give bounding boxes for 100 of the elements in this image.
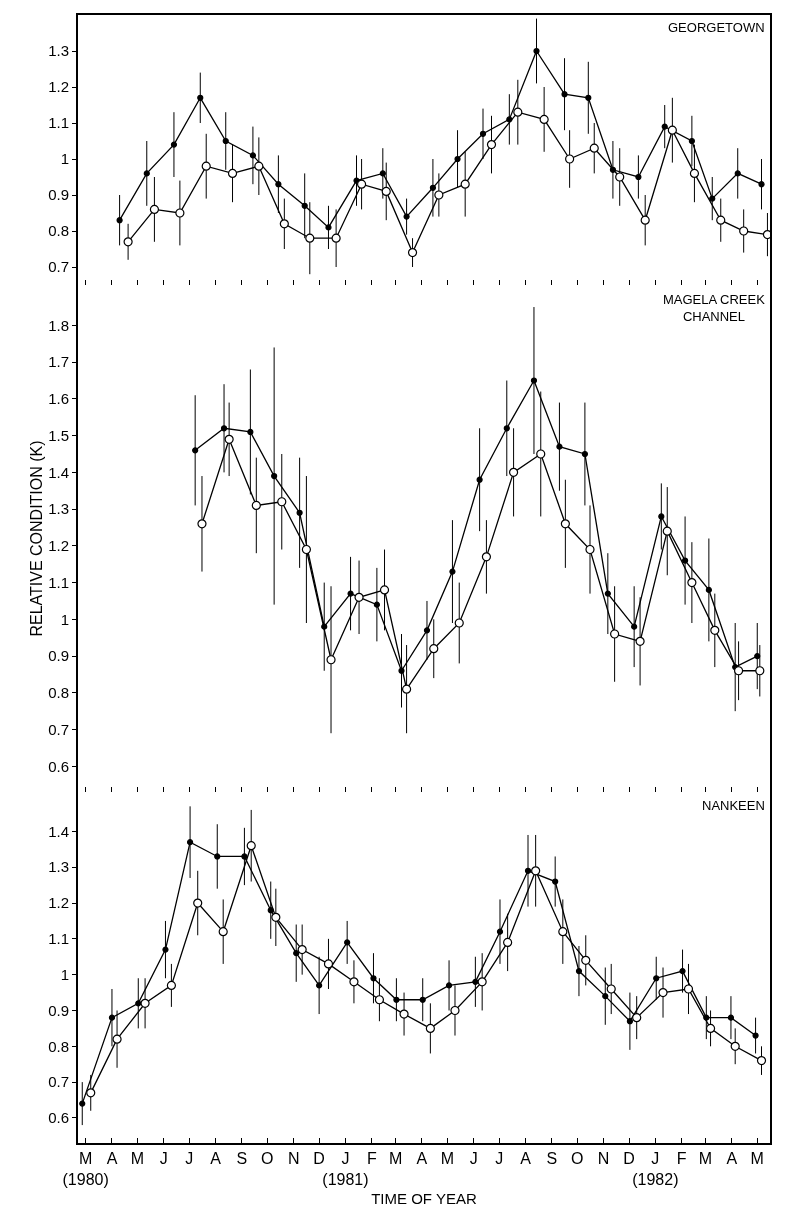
point [626,1018,633,1025]
point [249,152,257,159]
point [454,155,461,163]
y-tick-label: 0.7 [48,720,69,738]
point [533,47,540,55]
point [552,878,559,885]
point [246,841,256,851]
y-tick-label: 1.4 [48,463,69,481]
x-tick-label: J [159,1150,168,1168]
point [407,248,418,258]
point [247,428,254,436]
point [325,224,332,231]
y-tick-label: 1 [60,965,69,983]
y-tick-label: 1.1 [48,114,69,132]
y-tick-label: 1 [60,150,69,168]
point [481,552,492,562]
point [399,1009,409,1019]
point [254,161,264,171]
point [558,927,568,937]
point [220,425,228,432]
point [356,179,367,189]
point [222,137,229,145]
point [241,853,248,860]
x-tick-label: M [440,1150,455,1168]
point [635,636,645,646]
point [730,1041,740,1051]
point [140,998,150,1008]
point [197,519,207,529]
point [496,928,504,935]
point [271,912,281,922]
point [635,173,642,181]
point [681,557,689,564]
point [86,1088,96,1098]
point [539,114,549,124]
point [756,1056,767,1066]
point [279,219,289,229]
point [524,867,532,874]
point [513,107,523,117]
point [218,927,228,937]
point [683,984,694,994]
point [477,977,487,987]
point [275,181,282,188]
point [373,601,380,608]
y-tick-label: 1 [60,610,69,628]
point [425,1023,435,1033]
x-axis-title: TIME OF YEAR [371,1189,477,1207]
point [658,987,668,998]
x-tick-label: M [388,1150,403,1168]
text: NANKEEN [702,798,765,813]
point [565,154,575,164]
y-tick-label: 0.9 [48,647,69,665]
point [556,443,563,450]
point [754,652,761,660]
point [170,141,178,148]
point [267,907,274,914]
point [401,684,412,694]
point [374,995,385,1005]
point [112,1034,122,1044]
point [472,978,479,985]
point [434,190,444,200]
point [349,977,359,987]
point [752,1032,759,1039]
point [610,629,620,639]
y-tick-label: 1.1 [48,930,69,948]
point [296,509,303,516]
point [445,982,453,989]
y-tick-label: 0.8 [48,222,69,240]
point [429,644,439,654]
point [460,179,470,189]
x-tick-label: A [416,1150,428,1168]
point [379,170,386,177]
point [710,625,720,635]
point [79,1100,86,1107]
point [123,237,133,247]
x-tick-label: F [676,1150,687,1168]
point [192,447,199,454]
point [224,434,234,444]
point [560,519,570,529]
x-tick-label: F [366,1150,377,1168]
point [476,476,483,483]
x-tick-label: S [546,1150,558,1168]
point [687,577,697,588]
y-tick-label: 1.2 [48,537,69,555]
point [653,975,660,982]
x-tick-label: N [287,1150,300,1168]
point [116,217,123,224]
x-tick-label: S [236,1150,248,1168]
point [581,450,588,458]
point [316,982,323,989]
point [326,655,336,665]
point [293,950,300,957]
point [201,161,211,171]
point [344,939,351,946]
x-tick-label: A [520,1150,532,1168]
point [353,177,360,184]
y-tick-label: 1.4 [48,822,69,840]
point [166,980,176,991]
point [575,967,583,975]
point [661,123,668,130]
point [323,959,334,969]
